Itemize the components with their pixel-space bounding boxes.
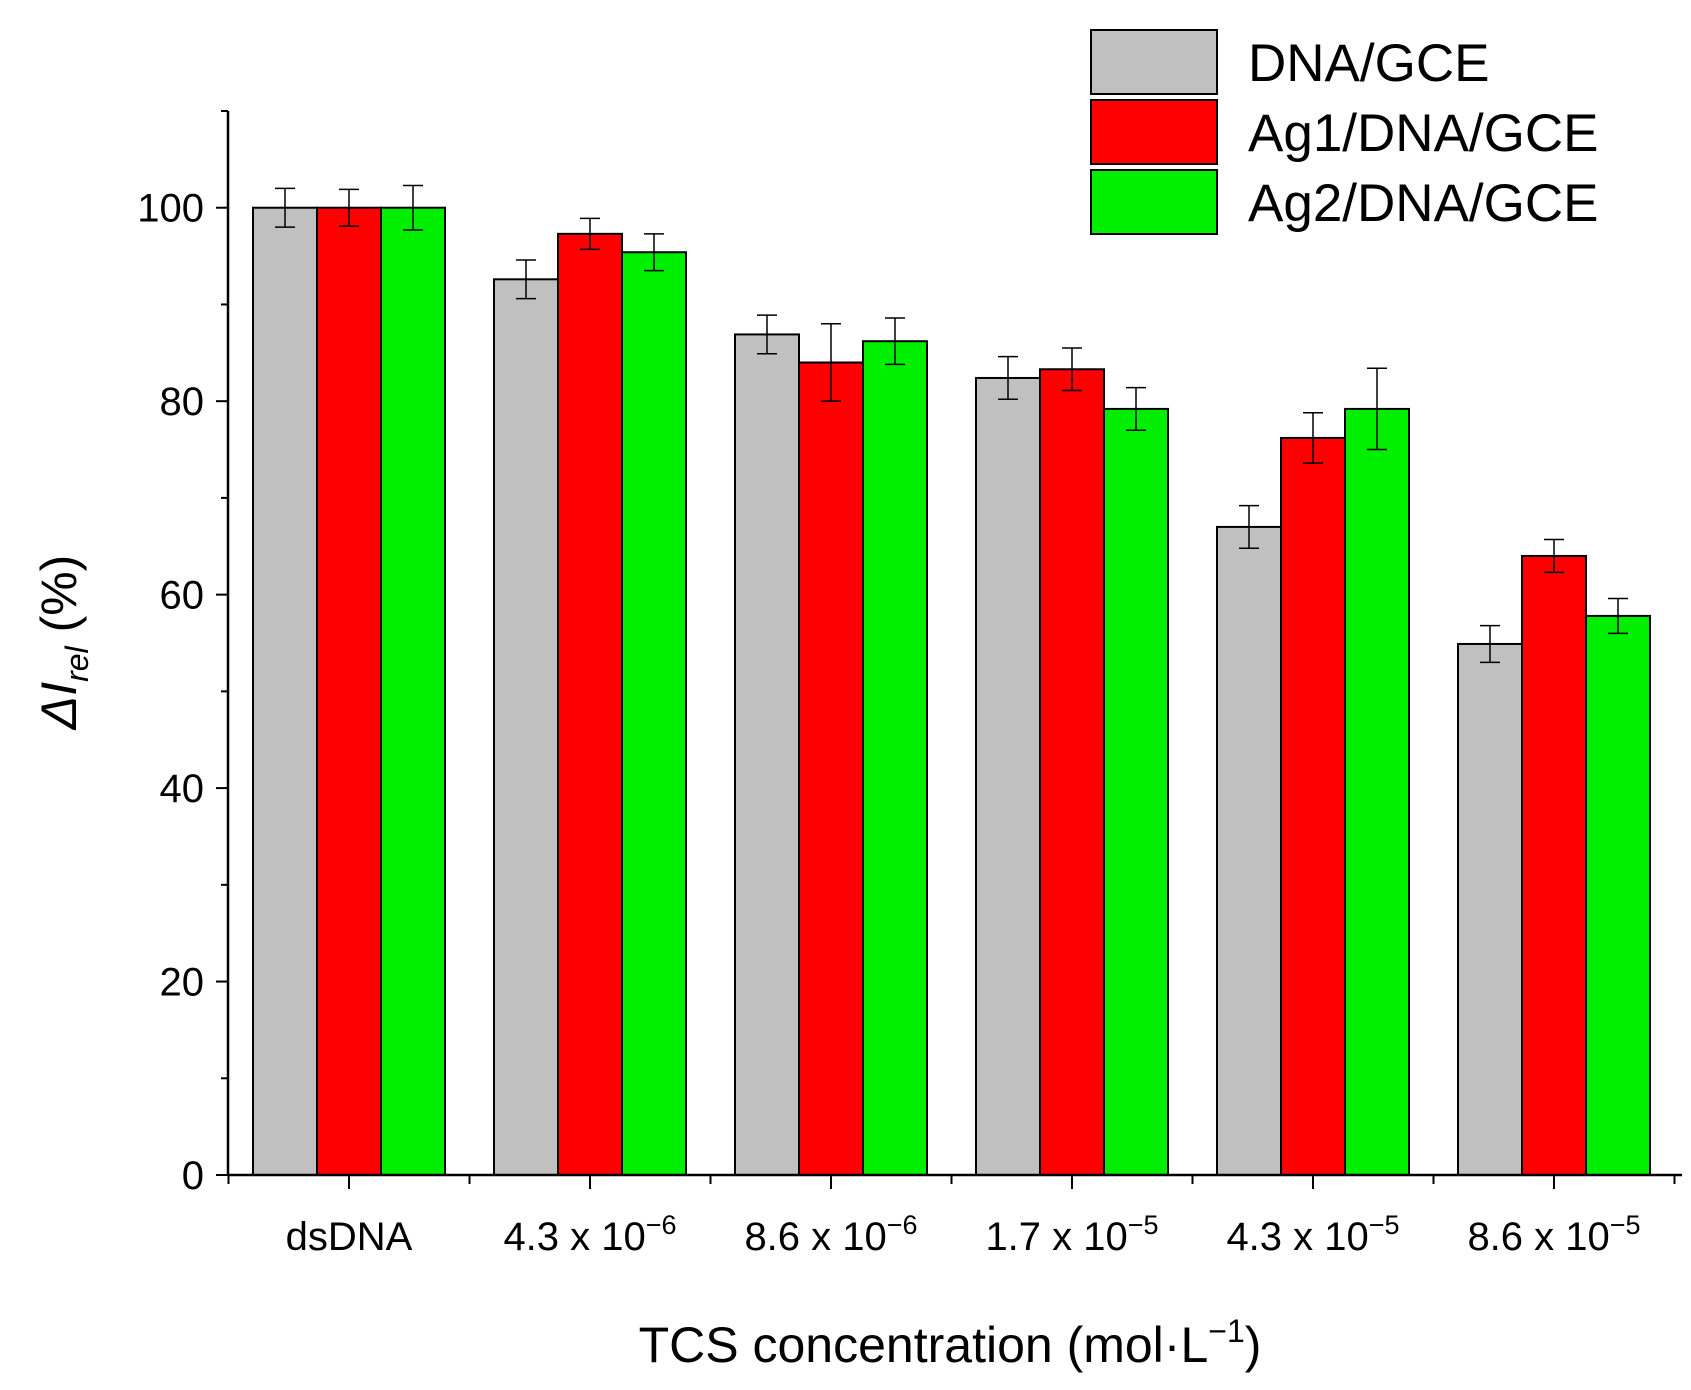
legend-label: Ag1/DNA/GCE bbox=[1248, 104, 1599, 163]
bar-dna-gce-0 bbox=[252, 206, 318, 1176]
bar-ag2-dna-gce-0 bbox=[380, 206, 446, 1176]
x-tick-label: 1.7 x 10−5 bbox=[985, 1210, 1158, 1259]
x-tick-exponent: −6 bbox=[646, 1210, 677, 1240]
bar-ag1-dna-gce-2 bbox=[798, 361, 864, 1176]
error-bars-layer bbox=[275, 184, 1628, 664]
y-tick-label: 40 bbox=[160, 767, 205, 811]
x-tick-label: 8.6 x 10−6 bbox=[744, 1210, 917, 1259]
x-axis-title-exponent: −1 bbox=[1208, 1313, 1244, 1349]
bar-ag1-dna-gce-1 bbox=[557, 232, 623, 1177]
bar-ag1-dna-gce-4 bbox=[1280, 436, 1346, 1176]
bar-ag2-dna-gce-2 bbox=[862, 340, 928, 1176]
x-tick-label: 4.3 x 10−5 bbox=[1226, 1210, 1399, 1259]
legend-label: Ag2/DNA/GCE bbox=[1248, 174, 1599, 233]
bar-dna-gce-1 bbox=[493, 278, 559, 1176]
x-tick-exponent: −5 bbox=[1369, 1210, 1400, 1240]
legend-swatch bbox=[1090, 29, 1218, 95]
legend-swatch bbox=[1090, 99, 1218, 165]
y-tick-label: 0 bbox=[182, 1154, 204, 1198]
bar-ag2-dna-gce-4 bbox=[1344, 407, 1410, 1177]
x-axis-title: TCS concentration (mol·L−1) bbox=[639, 1313, 1262, 1373]
y-axis-title-subscript: rel bbox=[59, 645, 95, 681]
bar-dna-gce-2 bbox=[734, 333, 800, 1176]
bars-layer bbox=[252, 206, 1651, 1177]
bar-ag1-dna-gce-5 bbox=[1521, 554, 1587, 1176]
legend-label: DNA/GCE bbox=[1248, 34, 1489, 93]
bar-dna-gce-4 bbox=[1216, 525, 1282, 1176]
x-tick-exponent: −5 bbox=[1128, 1210, 1159, 1240]
bar-ag2-dna-gce-1 bbox=[621, 251, 687, 1177]
x-axis-title-end: ) bbox=[1245, 1317, 1262, 1373]
bar-ag2-dna-gce-3 bbox=[1103, 407, 1169, 1177]
bar-ag2-dna-gce-5 bbox=[1585, 614, 1651, 1176]
axis-titles: TCS concentration (mol·L−1) ΔIrel (%) bbox=[31, 555, 1261, 1373]
y-tick-label: 60 bbox=[160, 574, 205, 618]
y-axis-title-unit: (%) bbox=[31, 555, 87, 647]
x-tick-exponent: −6 bbox=[887, 1210, 918, 1240]
y-axis-title: ΔIrel (%) bbox=[31, 555, 95, 731]
y-tick-label: 80 bbox=[160, 380, 205, 424]
y-tick-label: 100 bbox=[137, 187, 204, 231]
x-tick-label: 4.3 x 10−6 bbox=[503, 1210, 676, 1259]
legend: DNA/GCE Ag1/DNA/GCE Ag2/DNA/GCE bbox=[1090, 29, 1599, 235]
y-tick-label: 20 bbox=[160, 961, 205, 1005]
x-tick-exponent: −5 bbox=[1610, 1210, 1641, 1240]
bar-dna-gce-5 bbox=[1457, 642, 1523, 1176]
bar-ag1-dna-gce-3 bbox=[1039, 368, 1105, 1176]
bar-dna-gce-3 bbox=[975, 376, 1041, 1176]
legend-swatch bbox=[1090, 169, 1218, 235]
bar-ag1-dna-gce-0 bbox=[316, 206, 382, 1176]
x-tick-label: 8.6 x 10−5 bbox=[1467, 1210, 1640, 1259]
y-axis-title-symbol: ΔI bbox=[31, 682, 87, 731]
x-tick-label: dsDNA bbox=[286, 1215, 413, 1259]
